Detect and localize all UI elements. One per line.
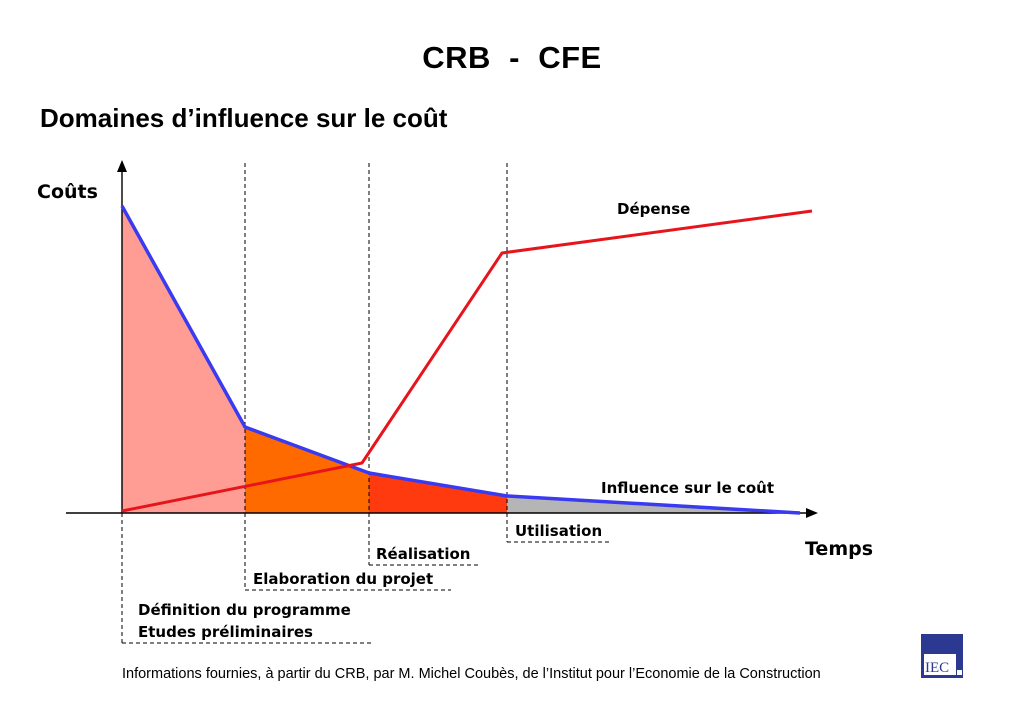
page-title: CRB - CFE xyxy=(422,40,602,75)
footer-credit: Informations fournies, à partir du CRB, … xyxy=(122,666,821,682)
phase-utilisation-label: Utilisation xyxy=(515,522,602,540)
phase-definition-label-line1: Définition du programme xyxy=(138,601,351,619)
zone-definition xyxy=(122,206,245,513)
phase-realisation-label: Réalisation xyxy=(376,545,470,563)
spending-curve xyxy=(121,209,813,513)
y-axis-arrow xyxy=(117,160,127,172)
logo-text: IEC xyxy=(925,660,949,676)
zone-realisation xyxy=(369,473,507,513)
spending-curve-label: Dépense xyxy=(617,200,690,218)
influence-curve xyxy=(120,205,801,515)
x-axis-label: Temps xyxy=(805,538,873,560)
influence-curve-label: Influence sur le coût xyxy=(601,479,774,497)
y-axis-label: Coûts xyxy=(37,181,98,203)
iec-logo-icon: IEC xyxy=(921,634,963,678)
zone-elaboration xyxy=(245,427,369,513)
phase-definition-label-line2: Etudes préliminaires xyxy=(138,623,313,641)
page-subtitle: Domaines d’influence sur le coût xyxy=(40,103,448,133)
x-axis-arrow xyxy=(806,508,818,518)
phase-elaboration-label: Elaboration du projet xyxy=(253,570,433,588)
